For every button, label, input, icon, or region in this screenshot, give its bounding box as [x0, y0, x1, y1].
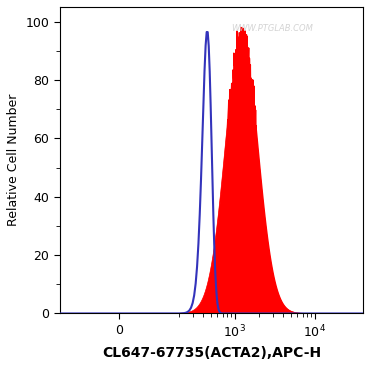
Y-axis label: Relative Cell Number: Relative Cell Number [7, 94, 20, 226]
X-axis label: CL647-67735(ACTA2),APC-H: CL647-67735(ACTA2),APC-H [102, 346, 321, 360]
Text: WWW.PTGLAB.COM: WWW.PTGLAB.COM [231, 24, 313, 33]
